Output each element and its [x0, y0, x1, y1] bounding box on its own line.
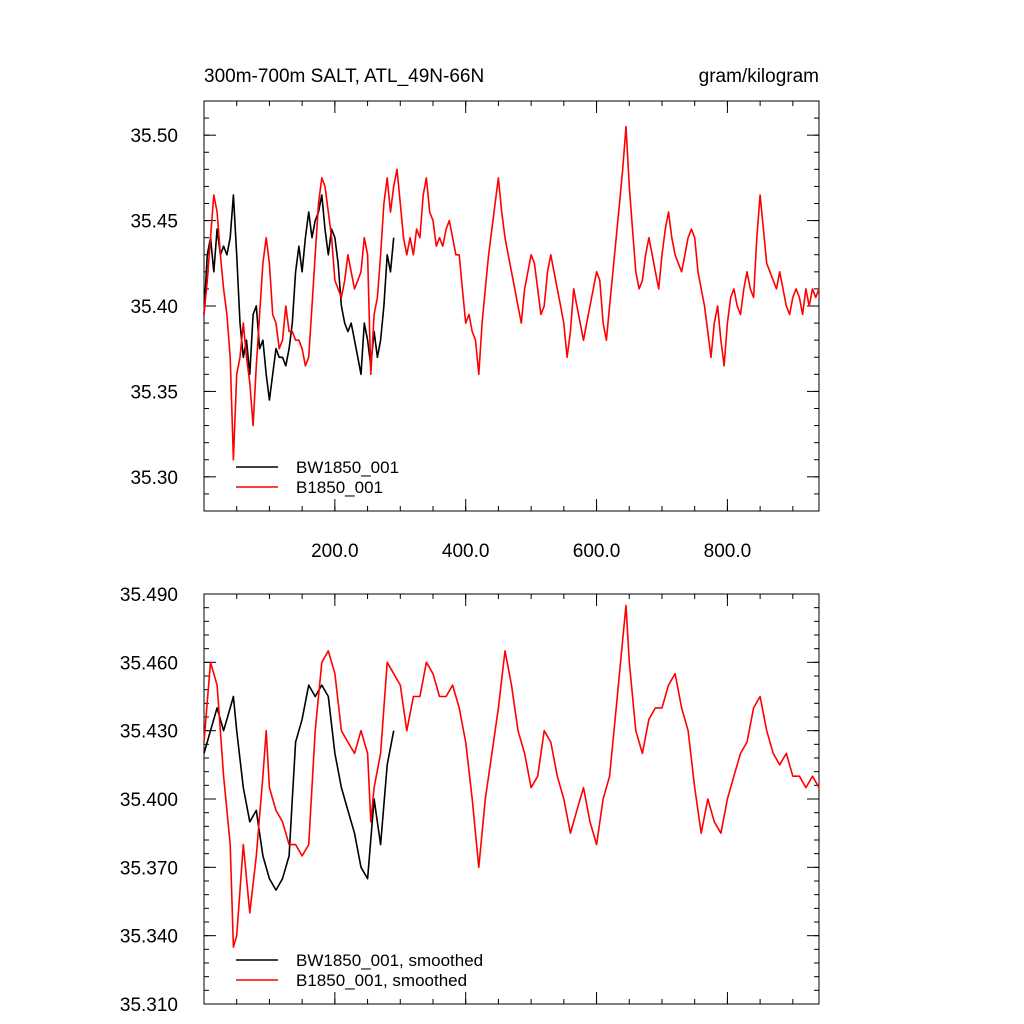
- y-tick-label: 35.40: [130, 297, 178, 318]
- top-panel: 35.30 35.35 35.40 35.45 35.50 200.0 400.0 600.0…: [130, 100, 820, 562]
- x-tick-label: 800.0: [704, 541, 752, 562]
- legend-label: B1850_001: [296, 478, 383, 497]
- legend-label: BW1850_001, smoothed: [296, 951, 483, 970]
- y-tick-label: 35.460: [120, 653, 178, 674]
- series-line-1: [203, 125, 820, 461]
- y-tick-label: 35.45: [130, 212, 178, 233]
- bottom-panel: 35.310 35.340 35.370 35.400 35.430 35.460 35.4…: [120, 585, 820, 1016]
- y-tick-label: 35.340: [120, 927, 178, 948]
- series-line-0: [203, 194, 395, 401]
- legend-label: B1850_001, smoothed: [296, 971, 467, 990]
- series-line-0: [203, 684, 395, 891]
- x-tick-label: 600.0: [573, 541, 621, 562]
- x-tick-label: 200.0: [311, 541, 359, 562]
- y-tick-label: 35.50: [130, 126, 178, 147]
- plot-frame: [203, 100, 820, 512]
- y-tick-label: 35.430: [120, 722, 178, 743]
- series-line-1: [203, 604, 820, 948]
- y-tick-label: 35.370: [120, 858, 178, 879]
- y-tick-label: 35.400: [120, 790, 178, 811]
- y-tick-label: 35.35: [130, 382, 178, 403]
- x-tick-label: 400.0: [442, 541, 490, 562]
- y-tick-label: 35.490: [120, 585, 178, 606]
- y-tick-label: 35.30: [130, 468, 178, 489]
- legend-label: BW1850_001: [296, 458, 399, 477]
- y-tick-label: 35.310: [120, 995, 178, 1016]
- units-label: gram/kilogram: [699, 66, 819, 87]
- chart-title: 300m-700m SALT, ATL_49N-66N: [204, 66, 484, 87]
